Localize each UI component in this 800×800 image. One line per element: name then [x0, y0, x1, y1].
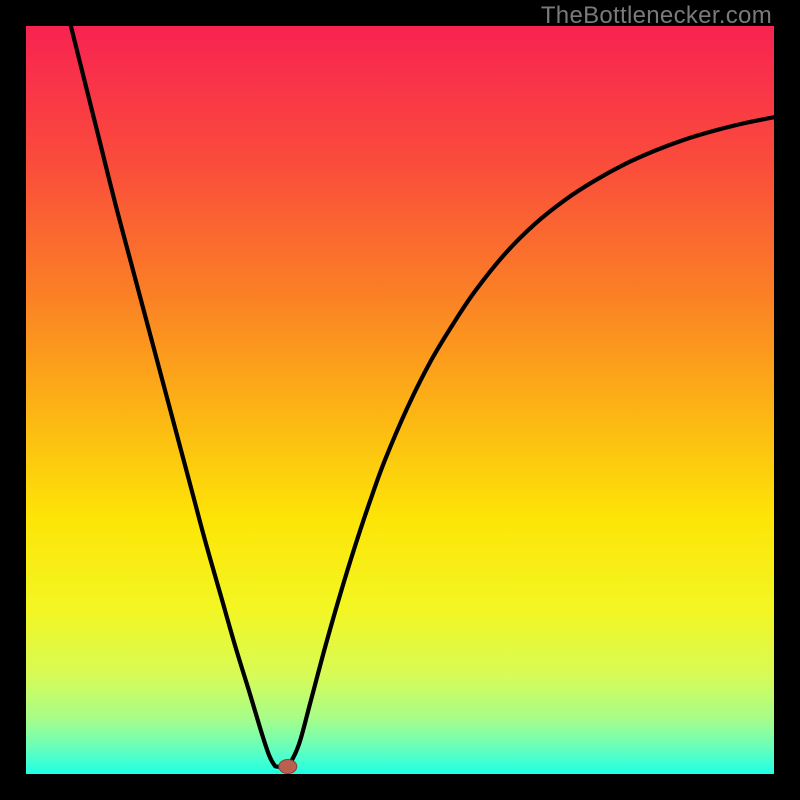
gradient-background — [26, 26, 774, 774]
optimum-marker — [279, 760, 297, 774]
chart-svg — [0, 0, 800, 800]
watermark-text: TheBottlenecker.com — [541, 2, 772, 30]
chart-container — [0, 0, 800, 800]
root: TheBottlenecker.com — [0, 0, 800, 800]
